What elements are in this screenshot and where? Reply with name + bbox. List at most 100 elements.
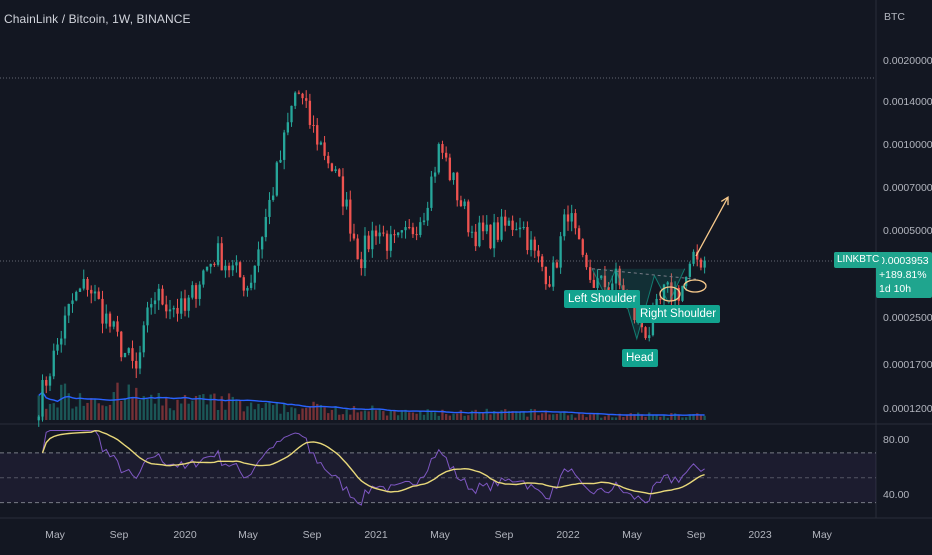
last-price-box: LINKBTC 0.0003953 +189.81% 1d 10h [876,252,932,298]
candle-body [585,254,588,268]
candle-body [437,144,440,173]
candle-body [48,376,52,386]
candle-body [338,169,341,177]
volume-bar [411,412,415,420]
candle-body [540,256,544,267]
volume-bar [648,412,651,420]
axis-currency: BTC [884,11,905,23]
time-tick-label: May [430,529,451,541]
candle-body [570,213,573,222]
volume-bar [636,412,640,420]
volume-bar [507,410,511,420]
volume-bar [135,387,138,420]
candle-body [389,234,392,251]
candle-body [633,303,636,321]
candle-body [286,122,290,133]
candle-body [596,278,599,288]
candle-body [183,298,187,311]
volume-bar [260,407,264,420]
volume-bar [165,397,168,420]
candle-body [670,282,673,301]
volume-bar [238,400,242,420]
volume-bar [492,410,496,420]
candle-body [433,172,437,177]
candle-body [257,249,260,266]
volume-bar [592,413,596,420]
candle-body [555,262,559,268]
volume-bar [393,410,396,420]
volume-bar [692,414,695,420]
volume-bar [570,414,573,420]
candle-body [378,232,381,237]
rsi-tick-label: 40.00 [883,489,909,501]
volume-bar [389,410,392,420]
last-price-change: +189.81% [879,269,927,281]
candle-body [334,169,337,172]
volume-bar [382,411,385,420]
time-tick-label: May [812,529,833,541]
volume-bar [655,414,658,420]
volume-bar [640,414,644,420]
volume-bar [611,417,614,420]
candle-body [67,303,70,316]
last-price-countdown: 1d 10h [879,283,912,295]
volume-bar [367,411,370,420]
volume-bar [596,412,599,420]
candle-body [504,216,507,226]
candle-body [662,284,666,300]
volume-bar [161,405,164,420]
volume-bar [275,401,278,420]
volume-bar [120,401,123,420]
candle-body [470,231,474,233]
volume-bar [264,403,267,420]
volume-bar [459,410,463,420]
candle-body [463,201,466,207]
volume-bar [352,406,356,420]
candle-body [456,172,459,201]
candle-body [400,230,404,233]
candle-body [327,155,330,164]
volume-bar [622,417,625,420]
volume-bar [341,414,345,420]
candle-body [448,157,452,181]
candle-body [231,265,234,271]
volume-bar [444,414,448,420]
volume-bar [45,408,48,420]
candle-body [441,144,444,153]
volume-bar [666,417,669,420]
candle-body [238,262,242,278]
candle-body [393,234,396,236]
candle-body [220,243,223,271]
right-shoulder-circle [659,286,681,302]
candle-body [138,352,142,369]
candle-body [548,284,551,287]
candle-body [677,287,680,301]
volume-bar [699,414,703,420]
volume-bar [116,382,119,420]
candle-body [45,379,48,386]
ticker-tag: LINKBTC [834,252,883,268]
candle-body [430,176,433,208]
volume-bar [235,400,238,420]
volume-bar [82,405,85,420]
candle-body [202,270,205,285]
candle-body [408,227,411,229]
price-tick-label: 0.0007000 [883,182,932,194]
head-label: Head [622,349,658,367]
volume-bar [585,417,588,420]
candle-body [101,298,104,324]
volume-bar [105,406,108,420]
volume-bar [191,400,194,420]
candle-body [489,224,492,249]
volume-bar [198,394,201,420]
candle-body [63,315,67,339]
candle-body [271,195,275,200]
volume-bar [60,384,63,420]
candle-body [78,288,82,292]
volume-bar [374,410,378,420]
right-shoulder-label: Right Shoulder [636,305,721,323]
volume-bar [563,411,566,420]
candle-body [60,338,63,345]
